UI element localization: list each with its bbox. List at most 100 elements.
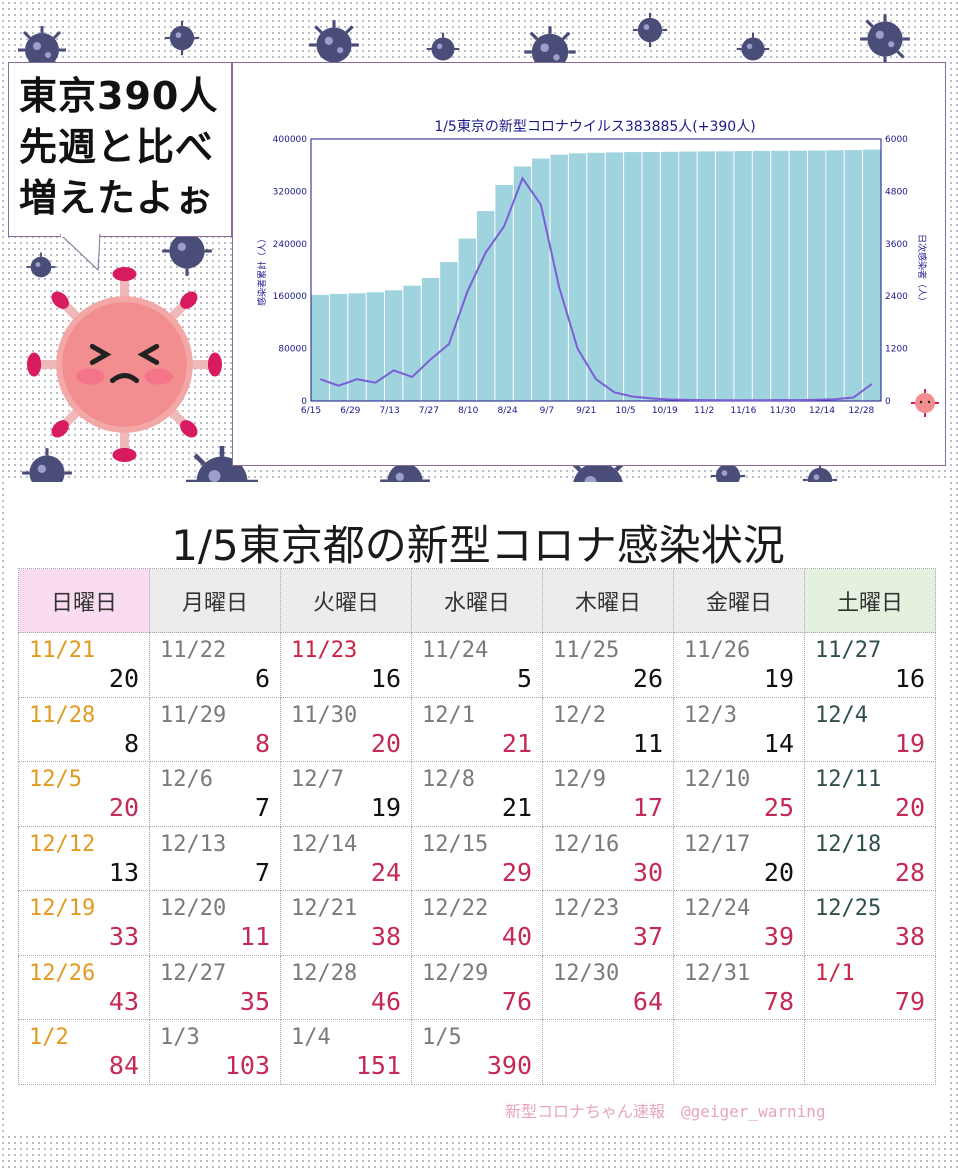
day-count: 20	[370, 728, 401, 758]
day-date: 1/4	[291, 1025, 331, 1050]
day-date: 11/27	[815, 638, 882, 663]
day-count: 7	[254, 793, 270, 822]
day-count: 11	[632, 728, 663, 758]
day-count: 30	[632, 857, 663, 887]
day-count: 29	[501, 857, 532, 887]
week-row: 11/28 8 11/29 8 11/30 20 12/1 21 12/2 11 12/3 14 12/…	[18, 696, 936, 762]
day-date: 12/24	[684, 896, 751, 921]
left-tick-label: 80000	[278, 345, 307, 355]
day-date: 11/30	[291, 702, 358, 728]
day-count: 26	[632, 664, 663, 693]
cumulative-bar	[605, 152, 624, 401]
day-count: 151	[355, 1051, 401, 1080]
day-date: 12/29	[422, 960, 489, 986]
day-date: 12/8	[422, 767, 475, 792]
day-cell: 12/16 30	[542, 825, 674, 891]
day-cell: 11/23 16	[280, 632, 412, 698]
day-cell: 12/15 29	[411, 825, 543, 891]
day-date: 12/26	[29, 960, 96, 986]
weekday-header: 日曜日	[18, 568, 150, 633]
day-count: 16	[370, 664, 401, 693]
x-tick-label: 9/21	[576, 406, 596, 416]
day-date: 12/4	[815, 702, 868, 728]
cumulative-bar	[697, 151, 715, 401]
day-date: 12/15	[422, 831, 489, 857]
x-tick-label: 9/7	[540, 406, 554, 416]
virus-icon	[18, 26, 66, 74]
day-date: 12/27	[160, 960, 227, 986]
cumulative-bar	[403, 285, 421, 401]
cumulative-bar	[624, 152, 642, 401]
day-count: 37	[632, 922, 663, 951]
x-axis-ticks: 6/15 6/29 7/13 7/27 8/10 8/24 9/7 9/21 10/5 10/19…	[301, 406, 875, 416]
day-cell: 12/17 20	[673, 825, 805, 891]
cumulative-bar	[771, 150, 789, 401]
cumulative-bar	[808, 150, 826, 401]
day-count: 79	[894, 986, 925, 1016]
week-row: 12/26 43 12/27 35 12/28 46 12/29 76 12/30 64 12/31…	[18, 954, 936, 1020]
daily-cases-line	[319, 176, 873, 402]
left-axis-ticks: 0 80000 160000 240000 320000 400000	[273, 135, 308, 407]
day-date: 12/18	[815, 831, 882, 857]
cumulative-bar	[752, 150, 771, 401]
callout-line-1: 東京390人	[19, 74, 219, 118]
day-cell: 11/25 26	[542, 632, 674, 698]
week-row: 12/19 33 12/20 11 12/21 38 12/22 40 12/23 37 12/24…	[18, 890, 936, 956]
day-count: 11	[239, 922, 270, 951]
day-date: 12/23	[553, 896, 620, 921]
day-count: 390	[486, 1051, 532, 1080]
day-cell: 12/19 33	[18, 890, 150, 956]
day-cell: 11/30 20	[280, 696, 412, 762]
day-count: 8	[254, 728, 270, 758]
speech-bubble-tail	[60, 234, 101, 272]
left-axis-label: 感染者累計（人）	[256, 234, 268, 306]
cumulative-bar	[587, 152, 605, 401]
weekday-header: 月曜日	[149, 568, 281, 633]
day-cell: 12/3 14	[673, 696, 805, 762]
day-count: 33	[108, 922, 139, 951]
weekday-header: 金曜日	[673, 568, 805, 633]
cumulative-bar	[495, 184, 513, 401]
day-date: 12/30	[553, 960, 620, 986]
x-tick-label: 11/2	[694, 406, 714, 416]
day-count: 84	[108, 1051, 139, 1080]
right-tick-label: 1200	[885, 345, 908, 355]
day-date: 1/1	[815, 960, 855, 986]
weekday-header: 木曜日	[542, 568, 674, 633]
left-tick-label: 160000	[273, 292, 308, 302]
day-date: 12/1	[422, 702, 475, 728]
day-date: 12/21	[291, 896, 358, 921]
day-cell: 12/12 13	[18, 825, 150, 891]
week-row: 1/2 84 1/3 103 1/4 151 1/5 390	[18, 1019, 936, 1085]
cumulative-bar	[789, 150, 807, 401]
day-cell: 1/1 79	[804, 954, 936, 1020]
day-cell: 12/31 78	[673, 954, 805, 1020]
virus-icon	[22, 448, 72, 491]
day-cell: 12/26 43	[18, 954, 150, 1020]
x-tick-label: 12/28	[848, 406, 874, 416]
day-cell: 1/4 151	[280, 1019, 412, 1085]
chart-panel: 1/5東京の新型コロナウイルス383885人(+390人) 0 80000 1600…	[232, 62, 946, 466]
day-date: 1/5	[422, 1025, 462, 1050]
week-row: 11/21 20 11/22 6 11/23 16 11/24 5 11/25 26 11/26 19…	[18, 632, 936, 698]
virus-icon	[860, 14, 910, 64]
left-tick-label: 320000	[273, 187, 308, 197]
day-cell: 12/1 21	[411, 696, 543, 762]
day-cell: 12/21 38	[280, 890, 412, 956]
weekday-header: 火曜日	[280, 568, 412, 633]
virus-icon	[524, 26, 576, 71]
day-date: 12/2	[553, 702, 606, 728]
left-tick-label: 400000	[273, 135, 308, 145]
day-cell	[804, 1019, 936, 1085]
day-cell: 1/5 390	[411, 1019, 543, 1085]
day-count: 39	[763, 922, 794, 951]
day-cell: 12/27 35	[149, 954, 281, 1020]
x-tick-label: 6/29	[340, 406, 360, 416]
day-count: 8	[123, 728, 139, 758]
small-virus-icon	[911, 389, 939, 417]
cumulative-bar	[311, 294, 329, 401]
day-cell: 12/13 7	[149, 825, 281, 891]
virus-icon	[632, 12, 668, 48]
day-cell: 12/24 39	[673, 890, 805, 956]
day-count: 21	[501, 728, 532, 758]
